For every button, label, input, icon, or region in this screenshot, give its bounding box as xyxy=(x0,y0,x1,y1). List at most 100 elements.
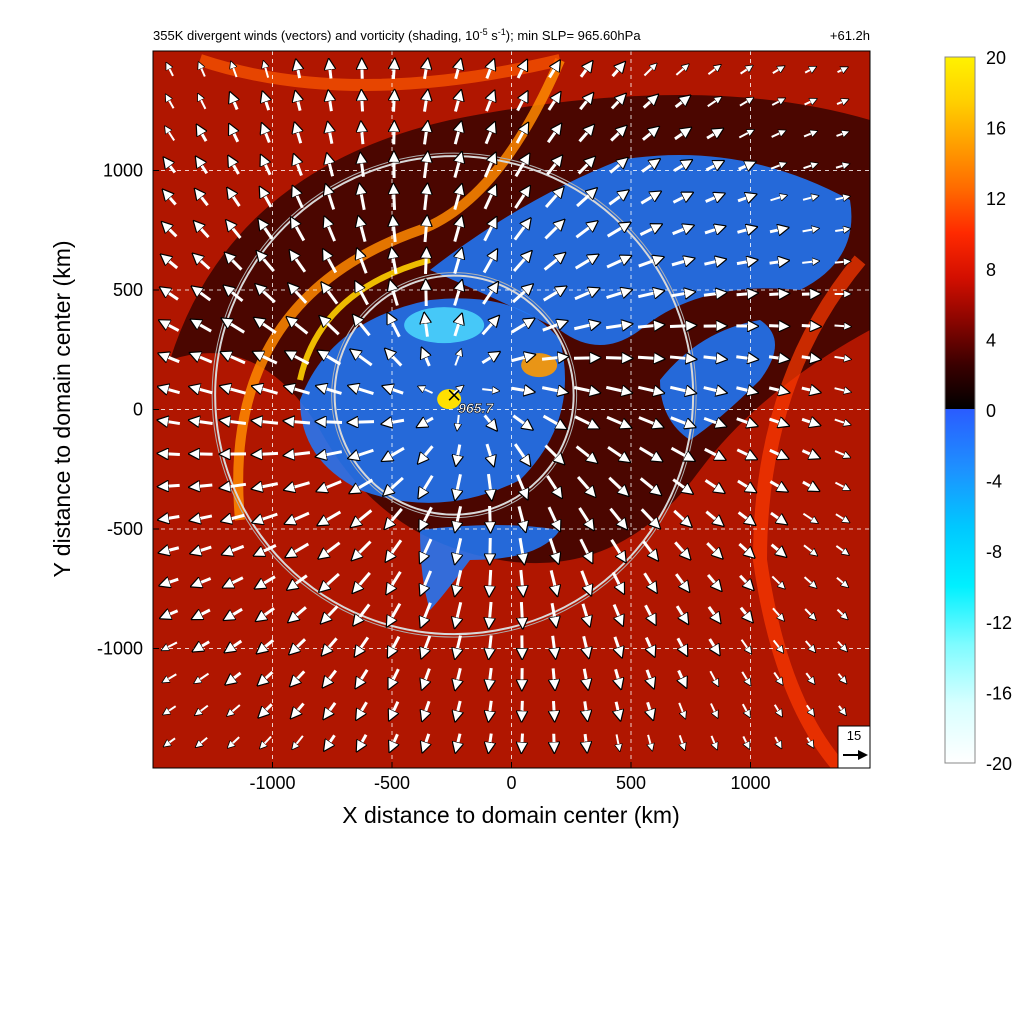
wind-vector xyxy=(361,124,363,145)
colorbar-frame xyxy=(944,56,976,764)
wind-vector xyxy=(319,387,342,395)
wind-vector xyxy=(837,68,847,72)
wind-vector xyxy=(231,95,237,111)
wind-vector xyxy=(229,736,240,747)
wind-vector xyxy=(674,541,689,557)
wind-vector xyxy=(161,321,180,332)
wind-vector xyxy=(354,317,371,337)
wind-vector xyxy=(611,64,624,78)
x-axis-title: X distance to domain center (km) xyxy=(342,802,679,828)
wind-vector xyxy=(552,602,556,625)
wind-vector xyxy=(583,603,589,624)
wind-vector xyxy=(227,671,242,683)
wind-vector xyxy=(329,93,332,112)
wind-vector xyxy=(703,293,724,295)
wind-vector xyxy=(161,517,180,520)
wind-vector xyxy=(803,576,816,587)
wind-vector xyxy=(542,414,565,428)
wind-vector xyxy=(671,292,692,296)
wind-vector xyxy=(542,288,565,302)
wind-vector xyxy=(578,127,593,143)
wind-vector xyxy=(386,507,403,527)
wind-vector xyxy=(486,93,493,112)
colorbar-tick-label: 0 xyxy=(986,401,996,421)
wind-vector xyxy=(287,511,310,523)
wind-vector xyxy=(670,446,692,460)
wind-vector xyxy=(197,736,208,747)
wind-vector xyxy=(606,257,629,269)
wind-vector xyxy=(802,196,817,200)
wind-vector xyxy=(230,126,238,143)
wind-vector xyxy=(393,61,394,80)
wind-vector xyxy=(768,388,787,392)
wind-vector xyxy=(610,539,625,560)
wind-vector xyxy=(361,93,362,112)
wind-vector xyxy=(194,288,212,302)
wind-vector xyxy=(358,251,368,274)
colorbar-tick-label: -8 xyxy=(986,542,1002,562)
wind-vector xyxy=(802,229,818,232)
y-tick-label: -1000 xyxy=(97,639,143,659)
wind-vector xyxy=(738,163,754,169)
wind-vector xyxy=(736,448,754,458)
wind-vector xyxy=(329,62,331,79)
wind-vector xyxy=(647,669,653,686)
wind-vector xyxy=(264,62,268,78)
wind-vector xyxy=(510,355,532,360)
wind-vector xyxy=(703,357,725,359)
wind-vector xyxy=(288,542,310,556)
wind-vector xyxy=(456,635,461,657)
wind-vector xyxy=(542,322,565,332)
wind-vector xyxy=(356,283,369,306)
wind-vector xyxy=(163,641,178,649)
wind-vector xyxy=(392,250,396,275)
wind-vector xyxy=(260,671,274,684)
wind-vector xyxy=(834,325,850,326)
wind-vector xyxy=(836,100,847,104)
wind-vector xyxy=(423,668,430,688)
wind-vector xyxy=(350,422,375,423)
wind-vector xyxy=(771,131,785,138)
wind-vector xyxy=(674,97,689,109)
wind-vector xyxy=(641,160,658,173)
wind-vector xyxy=(489,733,491,751)
wind-vector xyxy=(736,419,755,426)
wind-vector xyxy=(323,637,338,653)
wind-vector xyxy=(704,260,723,264)
wind-vector xyxy=(644,604,654,622)
wind-vector xyxy=(421,506,433,528)
wind-vector xyxy=(770,196,786,202)
wind-vector xyxy=(646,636,653,655)
wind-vector xyxy=(512,286,531,304)
wind-vector xyxy=(803,164,817,168)
wind-vector xyxy=(260,221,274,240)
wind-vector xyxy=(737,479,754,491)
wind-vector xyxy=(353,509,373,525)
wind-vector xyxy=(703,388,725,393)
wind-vector xyxy=(605,324,630,328)
wind-vector xyxy=(837,673,845,683)
wind-vector xyxy=(420,474,434,496)
wind-vector xyxy=(455,250,462,274)
wind-vector xyxy=(229,190,241,207)
wind-vector xyxy=(165,159,177,174)
wind-vector xyxy=(261,189,273,208)
wind-vector xyxy=(548,538,558,562)
wind-vector xyxy=(648,701,653,717)
wind-vector xyxy=(286,387,310,395)
wind-vector xyxy=(511,388,532,392)
negative-vorticity-region xyxy=(420,525,560,610)
wind-vector xyxy=(736,293,756,295)
wind-vector xyxy=(166,96,175,109)
wind-vector xyxy=(489,635,491,656)
wind-vector xyxy=(318,452,343,457)
wind-vector xyxy=(295,125,300,144)
wind-vector xyxy=(166,128,176,141)
wind-vector xyxy=(585,701,588,718)
wind-vector xyxy=(160,485,180,486)
wind-vector xyxy=(222,387,246,393)
wind-vector xyxy=(740,639,751,653)
wind-vector xyxy=(455,505,460,529)
wind-vector xyxy=(356,636,370,654)
wind-vector xyxy=(836,132,848,136)
